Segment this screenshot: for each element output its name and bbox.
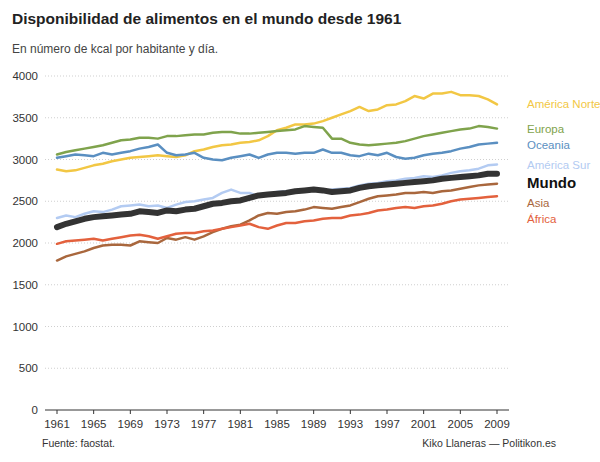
x-tick-label: 1965 bbox=[81, 418, 107, 430]
y-tick-label: 3500 bbox=[12, 112, 38, 124]
grid-line bbox=[45, 117, 509, 118]
series-line bbox=[57, 92, 497, 171]
x-tick-label: 1993 bbox=[338, 418, 364, 430]
legend-label: América Norte bbox=[527, 98, 600, 110]
legend-label: Oceania bbox=[527, 139, 570, 151]
legend-label: África bbox=[527, 213, 557, 225]
legend-label: Mundo bbox=[527, 174, 576, 191]
grid-line bbox=[45, 243, 509, 244]
series-line bbox=[57, 196, 497, 244]
legend-label: América Sur bbox=[527, 159, 590, 171]
x-tick bbox=[167, 410, 168, 414]
subtitle: En número de kcal por habitante y día. bbox=[12, 42, 218, 56]
plot-area bbox=[57, 92, 497, 261]
y-tick-label: 0 bbox=[32, 404, 38, 416]
grid-line bbox=[45, 201, 509, 202]
x-tick bbox=[460, 410, 461, 414]
x-tick-label: 1997 bbox=[374, 418, 400, 430]
chart: Disponibilidad de alimentos en el mundo … bbox=[0, 0, 600, 462]
x-tick-label: 2009 bbox=[484, 418, 510, 430]
x-tick bbox=[277, 410, 278, 414]
grid-line bbox=[45, 326, 509, 327]
x-tick-label: 2005 bbox=[448, 418, 474, 430]
x-tick bbox=[497, 410, 498, 414]
x-tick-label: 1973 bbox=[154, 418, 180, 430]
x-tick-label: 1985 bbox=[264, 418, 290, 430]
series-line bbox=[57, 143, 497, 161]
y-tick-label: 1000 bbox=[12, 321, 38, 333]
title: Disponibilidad de alimentos en el mundo … bbox=[12, 10, 402, 27]
grid-line bbox=[45, 284, 509, 285]
x-tick-label: 1969 bbox=[118, 418, 144, 430]
grid-line bbox=[45, 76, 509, 77]
x-tick bbox=[93, 410, 94, 414]
x-tick bbox=[313, 410, 314, 414]
y-tick-label: 2500 bbox=[12, 195, 38, 207]
x-tick bbox=[57, 410, 58, 414]
y-tick-label: 1500 bbox=[12, 279, 38, 291]
legend-label: Asia bbox=[527, 197, 550, 209]
x-tick-label: 1977 bbox=[191, 418, 217, 430]
x-tick bbox=[130, 410, 131, 414]
x-tick-label: 1989 bbox=[301, 418, 327, 430]
x-tick bbox=[387, 410, 388, 414]
x-tick-label: 1981 bbox=[228, 418, 254, 430]
series-line bbox=[57, 174, 497, 227]
y-tick-label: 2000 bbox=[12, 237, 38, 249]
series-line bbox=[57, 126, 497, 154]
footer-note: Kiko Llaneras — Politikon.es bbox=[422, 437, 556, 449]
y-tick-label: 4000 bbox=[12, 70, 38, 82]
footer-note: Fuente: faostat. bbox=[42, 437, 115, 449]
x-tick-label: 2001 bbox=[411, 418, 437, 430]
x-tick bbox=[423, 410, 424, 414]
x-tick-label: 1961 bbox=[44, 418, 70, 430]
y-tick-label: 3000 bbox=[12, 154, 38, 166]
legend-label: Europa bbox=[527, 123, 565, 135]
grid-line bbox=[45, 368, 509, 369]
x-tick bbox=[240, 410, 241, 414]
x-tick bbox=[203, 410, 204, 414]
x-tick bbox=[350, 410, 351, 414]
y-tick-label: 500 bbox=[19, 362, 38, 374]
